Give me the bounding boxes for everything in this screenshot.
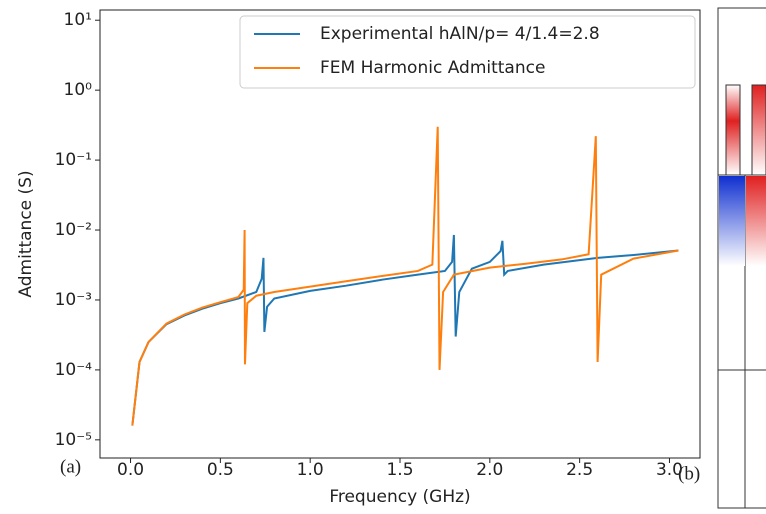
y-tick-label: 10⁻¹ xyxy=(55,150,92,170)
legend: Experimental hAlN/p= 4/1.4=2.8 FEM Harmon… xyxy=(239,15,696,89)
plot-frame xyxy=(99,9,701,459)
y-axis-label: Admittance (S) xyxy=(16,170,36,297)
y-tick-label: 10⁻² xyxy=(55,220,92,240)
x-tick-label: 0.5 xyxy=(207,460,234,480)
y-tick-label: 10⁰ xyxy=(64,80,93,100)
legend-label: FEM Harmonic Admittance xyxy=(320,58,545,78)
x-tick-label: 2.5 xyxy=(566,460,593,480)
y-tick-label: 10⁻⁵ xyxy=(55,430,92,450)
panel-b-image xyxy=(717,7,766,509)
x-tick-label: 2.0 xyxy=(476,460,503,480)
x-tick-label: 1.0 xyxy=(297,460,324,480)
panel-label: (a) xyxy=(60,456,81,477)
legend-label: Experimental hAlN/p= 4/1.4=2.8 xyxy=(320,24,600,44)
panel-label: (b) xyxy=(678,463,700,484)
x-tick-label: 3.0 xyxy=(656,460,683,480)
x-axis-label: Frequency (GHz) xyxy=(329,487,470,507)
series-line xyxy=(131,126,679,426)
y-tick-label: 10⁻⁴ xyxy=(55,360,93,380)
x-tick-label: 0.0 xyxy=(117,460,144,480)
series-line xyxy=(131,234,679,426)
y-tick-label: 10⁻³ xyxy=(55,290,92,310)
y-tick-label: 10¹ xyxy=(64,10,92,30)
legend-box xyxy=(239,15,696,89)
x-tick-label: 1.5 xyxy=(386,460,413,480)
